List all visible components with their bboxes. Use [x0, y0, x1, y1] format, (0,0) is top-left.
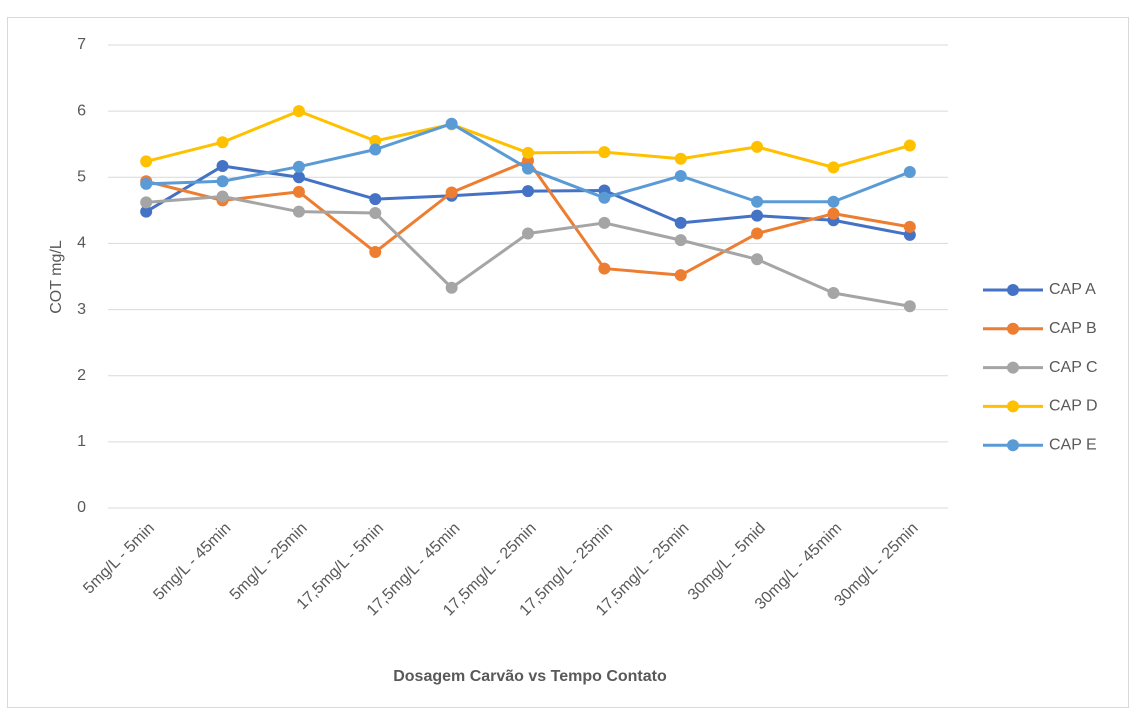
data-point [827, 287, 840, 300]
data-point [674, 216, 687, 229]
data-point [292, 160, 305, 173]
data-point [751, 227, 764, 240]
data-point [140, 205, 153, 218]
data-point [903, 139, 916, 152]
data-point [140, 196, 153, 209]
data-point [369, 246, 382, 259]
legend-label: CAP A [1049, 281, 1096, 298]
y-tick-label: 2 [77, 367, 86, 384]
data-point [369, 134, 382, 147]
data-point [751, 140, 764, 153]
legend-label: CAP B [1049, 320, 1097, 337]
data-point [674, 269, 687, 282]
y-tick-label: 7 [77, 36, 86, 53]
data-point [598, 146, 611, 159]
legend-marker [1007, 361, 1019, 374]
data-point [216, 160, 229, 173]
data-point [216, 136, 229, 149]
data-point [140, 177, 153, 190]
data-point [751, 209, 764, 222]
data-point [292, 205, 305, 218]
data-point [751, 253, 764, 266]
data-point [292, 171, 305, 184]
data-point [369, 207, 382, 220]
data-point [751, 195, 764, 208]
data-point [445, 186, 458, 199]
legend-marker [1007, 400, 1019, 413]
y-tick-label: 6 [77, 102, 86, 119]
y-axis-title: COT mg/L [48, 240, 65, 314]
data-point [445, 117, 458, 130]
data-point [674, 234, 687, 247]
data-point [522, 146, 534, 159]
legend-label: CAP D [1049, 398, 1098, 415]
data-point [674, 152, 687, 165]
y-tick-label: 5 [77, 169, 86, 186]
data-point [827, 161, 840, 174]
data-point [216, 175, 229, 188]
y-tick-label: 0 [77, 499, 86, 516]
data-point [903, 220, 916, 233]
data-point [292, 185, 305, 198]
data-point [445, 281, 458, 294]
legend-marker [1007, 322, 1019, 335]
data-point [674, 169, 687, 182]
legend-label: CAP C [1049, 359, 1098, 376]
y-tick-label: 4 [77, 235, 86, 252]
chart-frame [7, 17, 1129, 708]
x-axis-title: Dosagem Carvão vs Tempo Contato [393, 668, 667, 685]
legend-label: CAP E [1049, 436, 1097, 453]
data-point [216, 190, 229, 203]
data-point [522, 162, 534, 175]
y-tick-label: 3 [77, 301, 86, 318]
data-point [827, 207, 840, 220]
data-point [292, 105, 305, 118]
data-point [369, 193, 382, 206]
data-point [598, 191, 611, 204]
data-point [598, 262, 611, 275]
data-point [903, 300, 916, 313]
legend-marker [1007, 439, 1019, 452]
y-tick-label: 1 [77, 433, 86, 450]
data-point [522, 185, 534, 198]
data-point [140, 155, 153, 168]
data-point [903, 165, 916, 178]
data-point [598, 216, 611, 229]
data-point [522, 227, 534, 240]
legend-marker [1007, 284, 1019, 296]
data-point [369, 143, 382, 156]
data-point [827, 195, 840, 208]
